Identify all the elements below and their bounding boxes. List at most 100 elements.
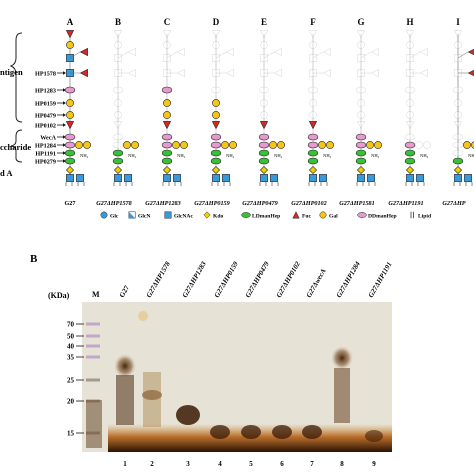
lane-number-4: 4 — [218, 460, 222, 468]
band — [272, 425, 292, 439]
lane-header-2: G27ΔHP1578 — [145, 260, 172, 299]
ldmanhep-symbol — [404, 157, 416, 165]
branch-line — [215, 51, 227, 59]
kdo-symbol — [259, 165, 269, 175]
gene-label-hp1283: HP1283 — [35, 88, 56, 95]
fuc-symbol — [370, 47, 379, 57]
ddmanhep-symbol — [112, 133, 124, 141]
ddmanhep-symbol — [210, 86, 222, 94]
ldmanhep-symbol — [161, 157, 173, 165]
legend: Glc GlcN GlcNAc Kdo LDmanHep Fuc Gal DDmanHep Li… — [100, 211, 432, 219]
glycan-lane-5: NH₂ — [258, 30, 285, 186]
ddmanhep-symbol — [258, 133, 270, 141]
lane-1-smear — [114, 311, 148, 425]
lipid-a-label: d A — [0, 168, 13, 178]
branch-line — [409, 51, 421, 59]
nh2-label: NH₂ — [128, 153, 137, 158]
lane-number-9: 9 — [372, 460, 376, 468]
gene-labels: HP1578 HP1283 HP0159 HP0479 HP0102 WecAHP1284… — [35, 71, 66, 166]
kdo-symbol — [356, 165, 366, 175]
gal-symbol — [318, 141, 326, 149]
gene-label-weca: WecA — [40, 135, 56, 142]
ladder-band — [86, 322, 100, 326]
glcnac-symbol — [66, 174, 74, 182]
strain-label-4: G27ΔHP0159 — [194, 200, 230, 207]
branch-line — [69, 51, 81, 59]
glycan-lane-9: NH₂ — [452, 30, 474, 186]
high-mw-band — [331, 346, 353, 370]
legend-item-ldmanhep: LDmanHep — [241, 212, 280, 219]
gal-symbol — [114, 111, 122, 119]
lipid-tails — [65, 182, 85, 186]
gal-symbol — [406, 111, 414, 119]
lane-header-4: G27ΔHP0159 — [213, 260, 240, 299]
band — [142, 390, 162, 400]
core-label: ccharide — [0, 142, 31, 152]
glcnac-symbol — [173, 174, 181, 182]
ladder-band — [86, 378, 100, 382]
gal-symbol — [357, 41, 365, 49]
gal-symbol — [83, 141, 91, 149]
legend-symbol-fill — [128, 211, 136, 219]
gene-arrowhead-hp1283 — [63, 88, 66, 92]
gene-arrowhead-hp0159 — [63, 101, 66, 105]
strain-label-7: G27ΔHP1581 — [339, 200, 375, 207]
glcnac-symbol — [309, 69, 317, 77]
glcnac-symbol — [260, 54, 268, 62]
legend-symbol — [241, 212, 251, 218]
lane-letter-g: G — [357, 17, 364, 27]
nh2-label: NH₂ — [323, 153, 332, 158]
gene-label-hp0159: HP0159 — [35, 101, 56, 108]
lane-5-smear — [241, 425, 261, 439]
nh2-label: NH₂ — [226, 153, 235, 158]
legend-label: Kdo — [213, 213, 223, 219]
gal-symbol — [454, 41, 462, 49]
legend-label: Glc — [110, 213, 119, 219]
branch-line — [360, 51, 372, 59]
gal-symbol — [163, 41, 171, 49]
glycan-lane-8: NH₂ — [404, 30, 431, 186]
ladder-band — [86, 355, 100, 359]
fuc-symbol — [308, 30, 318, 39]
ldmanhep-symbol — [210, 157, 222, 165]
fuc-symbol — [419, 68, 428, 78]
glycan-lane-3: NH₂ — [161, 30, 188, 186]
strain-labels: G27 G27ΔHP1578 G27ΔHP1283 G27ΔHP0159 G27ΔHP0… — [64, 200, 465, 207]
lane-number-6: 6 — [280, 460, 284, 468]
fuc-symbol — [419, 47, 428, 57]
fuc-symbol — [79, 47, 88, 57]
high-mw-band — [114, 354, 136, 378]
fuc-symbol — [356, 30, 366, 39]
glcnac-symbol — [212, 69, 220, 77]
gal-symbol — [114, 99, 122, 107]
kda-unit-label: (KDa) — [48, 291, 70, 300]
glcnac-symbol — [357, 69, 365, 77]
lipid-tails — [308, 182, 328, 186]
gal-symbol — [123, 141, 131, 149]
ddmanhep-symbol — [452, 133, 464, 141]
gal-symbol — [357, 111, 365, 119]
nh2-label: NH₂ — [177, 153, 186, 158]
glcnac-symbol — [163, 69, 171, 77]
kdo-symbol — [65, 165, 75, 175]
strain-label-8: G27ΔHP1191 — [388, 200, 423, 207]
gene-arrowhead-hp0479 — [63, 113, 66, 117]
ldmanhep-symbol — [355, 149, 367, 157]
legend-item-glc: Glc — [100, 211, 119, 219]
lane-4-smear — [210, 425, 230, 439]
ladder-band — [86, 344, 100, 348]
fuc-symbol — [113, 121, 123, 130]
gal-symbol — [454, 111, 462, 119]
lipid-tails — [162, 182, 182, 186]
ddmanhep-symbol — [258, 86, 270, 94]
fuc-symbol — [79, 68, 88, 78]
nh2-label: NH₂ — [371, 153, 380, 158]
gene-label-hp1191: HP1191 — [35, 151, 56, 158]
panel-b-letter: B — [30, 253, 38, 265]
lane-number-5: 5 — [249, 460, 253, 468]
glcnac-symbol — [260, 69, 268, 77]
glcnac-symbol — [222, 174, 230, 182]
lane-letter-h: H — [406, 17, 413, 27]
gal-symbol — [66, 41, 74, 49]
